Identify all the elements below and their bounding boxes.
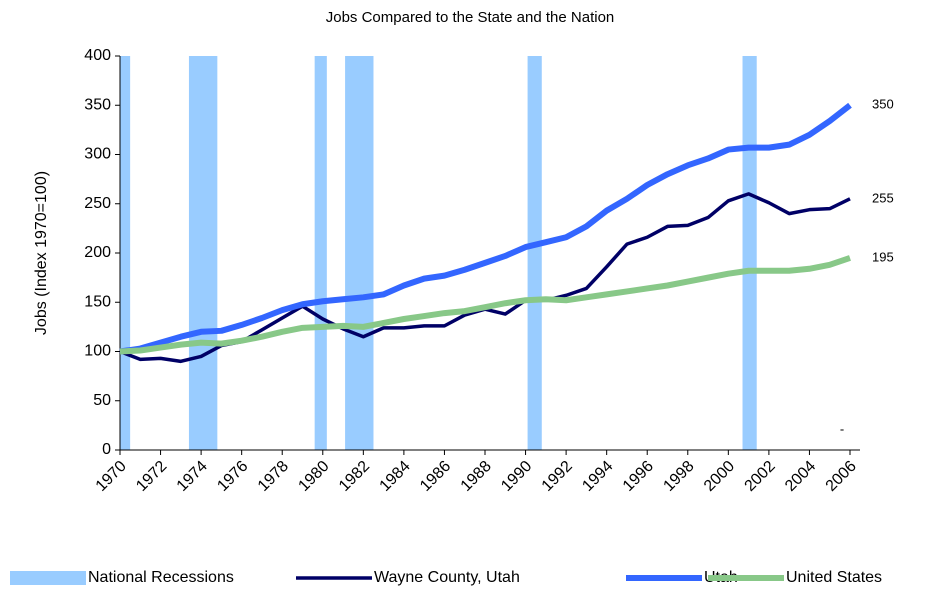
x-tick-label: 1992	[539, 458, 576, 495]
y-axis-label: Jobs (Index 1970=100)	[33, 171, 50, 335]
legend-swatch	[626, 575, 702, 581]
y-tick-label: 300	[84, 146, 111, 163]
legend-swatch	[296, 576, 372, 580]
x-tick-label: 1982	[336, 458, 373, 495]
x-tick-label: 1974	[174, 458, 211, 495]
y-tick-label: 250	[84, 195, 111, 212]
recession-band	[345, 56, 374, 450]
x-tick-label: 1996	[620, 458, 657, 495]
legend-label: United States	[786, 569, 882, 586]
x-tick-label: 1986	[417, 458, 454, 495]
x-tick-label: 1976	[214, 458, 251, 495]
x-tick-label: 1984	[377, 458, 414, 495]
x-tick-label: 2002	[742, 458, 779, 495]
x-tick-label: 2000	[701, 458, 738, 495]
recession-band	[314, 56, 327, 450]
end-value-label: 195	[872, 249, 894, 264]
recession-band	[120, 56, 131, 450]
series-line	[119, 102, 852, 355]
x-tick-label: 2004	[782, 458, 819, 495]
x-tick-label: 1972	[133, 458, 170, 495]
series-line	[119, 192, 851, 364]
y-tick-label: 100	[84, 343, 111, 360]
recession-band	[527, 56, 542, 450]
x-tick-label: 1988	[458, 458, 495, 495]
x-tick-label: 1994	[579, 458, 616, 495]
y-tick-label: 0	[102, 441, 111, 458]
x-tick-label: 1980	[295, 458, 332, 495]
legend-label: Wayne County, Utah	[374, 569, 520, 586]
x-tick-label: 2006	[823, 458, 860, 495]
legend-label: National Recessions	[88, 569, 234, 586]
y-tick-label: 400	[84, 47, 111, 64]
y-tick-label: 350	[84, 96, 111, 113]
y-tick-label: 50	[93, 392, 111, 409]
chart-title: Jobs Compared to the State and the Natio…	[326, 9, 615, 26]
recession-band	[188, 56, 218, 450]
series-line	[119, 255, 851, 355]
y-tick-label: 150	[84, 293, 111, 310]
legend-swatch	[10, 571, 86, 585]
annotation: -	[840, 421, 844, 436]
y-tick-label: 200	[84, 244, 111, 261]
x-tick-label: 1990	[498, 458, 535, 495]
x-tick-label: 1978	[255, 458, 292, 495]
end-value-label: 255	[872, 190, 894, 205]
x-tick-label: 1970	[93, 458, 130, 495]
legend-swatch	[708, 575, 784, 581]
end-value-label: 350	[872, 97, 894, 112]
recession-band	[742, 56, 757, 450]
x-tick-label: 1998	[660, 458, 697, 495]
